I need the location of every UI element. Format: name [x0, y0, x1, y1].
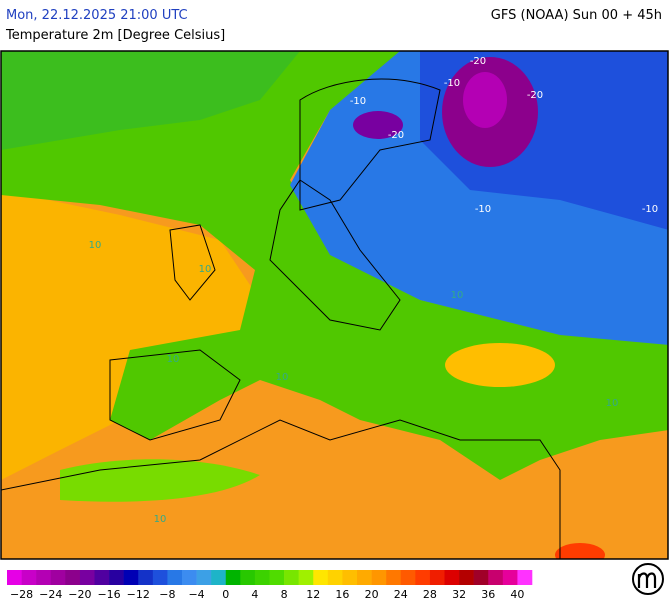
contour-label: -20: [388, 130, 404, 141]
colorbar-tick-label: −20: [68, 588, 91, 600]
colorbar-swatch: [298, 570, 314, 585]
colorbar-swatch: [502, 570, 518, 585]
colorbar-swatch: [254, 570, 270, 585]
contour-label: -20: [527, 90, 543, 101]
colorbar-swatch: [429, 570, 445, 585]
colorbar-swatch: [357, 570, 372, 585]
colorbar-swatch: [342, 570, 358, 585]
map: -20 -20 -10 -10 -20 -10 -10 10 10 10 10 10 10 10: [0, 50, 669, 560]
contour-label: 10: [451, 290, 464, 301]
model-label: GFS (NOAA) Sun 00 + 45h: [491, 8, 662, 23]
colorbar-swatch: [313, 570, 329, 585]
colorbar-swatch: [182, 570, 197, 585]
colorbar-tick-label: 12: [306, 588, 320, 600]
colorbar-swatch: [21, 570, 37, 585]
colorbar-swatch: [94, 570, 110, 585]
colorbar-swatch: [415, 570, 431, 585]
colorbar-swatch: [488, 570, 504, 585]
colorbar-swatch: [152, 570, 168, 585]
colorbar-swatch: [225, 570, 241, 585]
colorbar-swatch: [138, 570, 154, 585]
colorbar-tick-label: 32: [452, 588, 466, 600]
logo-mark: [637, 572, 657, 588]
contour-label: 10: [154, 514, 167, 525]
coastline: [109, 349, 241, 441]
contour-label: 10: [276, 372, 289, 383]
colorbar-swatch: [269, 570, 285, 585]
colorbar-tick-label: 36: [481, 588, 495, 600]
colorbar-swatch: [444, 570, 460, 585]
colorbar-swatch: [240, 570, 256, 585]
contour-label: -10: [350, 96, 366, 107]
colorbar-swatch: [517, 570, 533, 585]
field-green-dark: [1, 51, 300, 150]
contour-label: 10: [167, 354, 180, 365]
colorbar-swatch: [196, 570, 212, 585]
coastline: [1, 419, 561, 559]
colorbar-swatch: [371, 570, 387, 585]
colorbar-swatch: [386, 570, 402, 585]
colorbar-tick-label: 4: [251, 588, 258, 600]
colorbar-tick-label: 16: [335, 588, 349, 600]
contour-label: 10: [606, 398, 619, 409]
colorbar-tick-label: 8: [281, 588, 288, 600]
colorbar-tick-label: −24: [39, 588, 62, 600]
colorbar-tick-label: 40: [510, 588, 524, 600]
colorbar-tick-label: −4: [188, 588, 204, 600]
field-yellow: [1, 190, 260, 480]
colorbar-tick-label: 28: [423, 588, 437, 600]
field-red: [555, 543, 605, 559]
colorbar-swatch: [459, 570, 474, 585]
colorbar-swatch: [79, 570, 95, 585]
coastline: [299, 78, 441, 211]
field-magenta: [463, 72, 507, 128]
colorbar-swatch: [50, 570, 66, 585]
field-purple-small: [353, 111, 403, 139]
contour-label: -10: [642, 204, 658, 215]
contour-label: -20: [470, 56, 486, 67]
colorbar-swatch: [473, 570, 489, 585]
colorbar-swatch: [65, 570, 81, 585]
date-label: Mon, 22.12.2025 21:00 UTC: [6, 8, 188, 23]
map-frame: [0, 50, 669, 560]
colorbar-swatch: [400, 570, 416, 585]
colorbar-swatch: [123, 570, 139, 585]
colorbar-swatch: [284, 570, 299, 585]
colorbar-tick-label: −28: [10, 588, 33, 600]
colorbar-tick-label: −8: [159, 588, 175, 600]
coastline: [269, 179, 401, 331]
contour-label: -10: [475, 204, 491, 215]
contour-label: 10: [89, 240, 102, 251]
field-black-sea: [445, 343, 555, 387]
contour-label: -10: [444, 78, 460, 89]
contour-label: 10: [199, 264, 212, 275]
coastline: [169, 224, 216, 301]
colorbar-tick-label: 20: [365, 588, 379, 600]
colorbar-swatch: [36, 570, 52, 585]
colorbar-swatch: [109, 570, 124, 585]
field-lightgreen: [60, 459, 260, 502]
colorbar-swatch: [7, 570, 22, 585]
colorbar-swatch: [167, 570, 183, 585]
colorbar-tick-label: −12: [127, 588, 150, 600]
map-title: Temperature 2m [Degree Celsius]: [5, 28, 225, 43]
colorbar-tick-label: −16: [97, 588, 120, 600]
colorbar-tick-label: 24: [394, 588, 408, 600]
logo: [632, 563, 664, 595]
colorbar-swatch: [211, 570, 227, 585]
colorbar-swatch: [327, 570, 343, 585]
colorbar-tick-label: 0: [222, 588, 229, 600]
colorbar: −28 −24 −20 −16 −12 −8 −4 0 4 8 12 16 20 24 28 32 36 40: [7, 570, 533, 600]
